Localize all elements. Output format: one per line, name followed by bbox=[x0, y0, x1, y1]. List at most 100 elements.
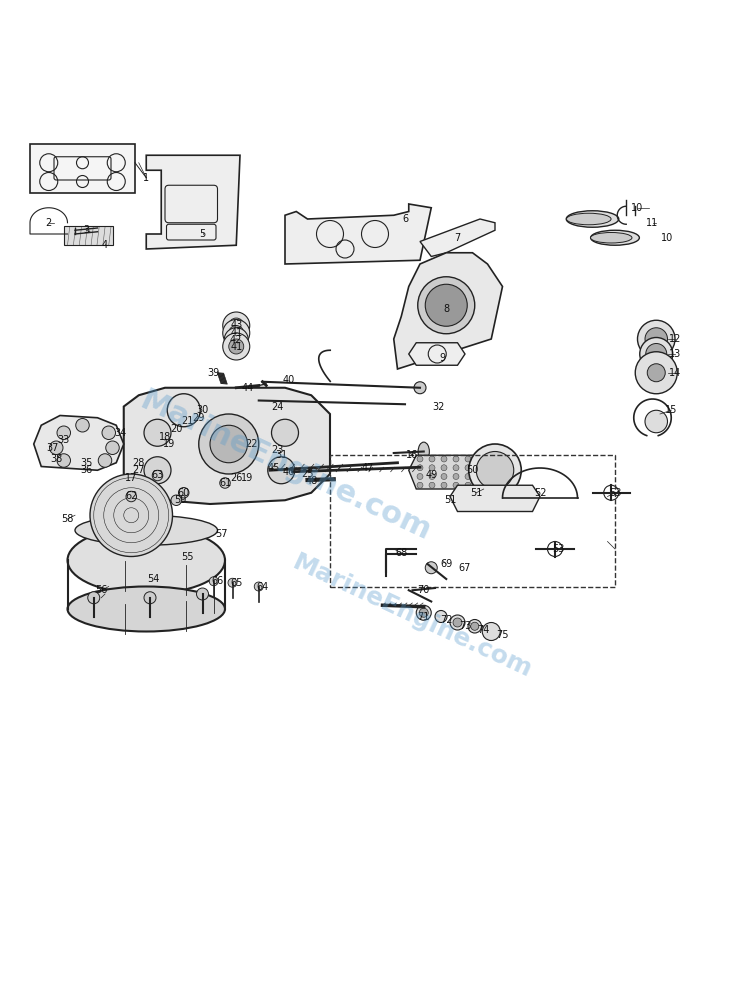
Circle shape bbox=[229, 318, 244, 333]
Circle shape bbox=[254, 582, 263, 591]
Circle shape bbox=[416, 605, 431, 620]
Text: 58: 58 bbox=[62, 514, 74, 524]
Circle shape bbox=[429, 465, 435, 471]
Text: 51: 51 bbox=[470, 488, 482, 498]
Text: 16: 16 bbox=[406, 451, 418, 461]
Circle shape bbox=[640, 338, 673, 371]
Circle shape bbox=[471, 622, 478, 630]
Text: 72: 72 bbox=[440, 615, 452, 625]
Text: 41: 41 bbox=[230, 328, 242, 338]
Polygon shape bbox=[30, 144, 135, 193]
Circle shape bbox=[57, 426, 70, 439]
Text: 2: 2 bbox=[46, 218, 52, 228]
Circle shape bbox=[477, 482, 483, 488]
Circle shape bbox=[468, 620, 482, 633]
Circle shape bbox=[210, 425, 248, 463]
Circle shape bbox=[50, 442, 63, 455]
Circle shape bbox=[106, 442, 119, 455]
Text: 32: 32 bbox=[433, 401, 445, 411]
Circle shape bbox=[419, 608, 428, 617]
Text: 19: 19 bbox=[163, 439, 175, 449]
Ellipse shape bbox=[566, 211, 619, 227]
Text: 75: 75 bbox=[496, 630, 508, 640]
Circle shape bbox=[199, 414, 259, 474]
Circle shape bbox=[126, 491, 136, 502]
Text: 70: 70 bbox=[418, 586, 430, 596]
Circle shape bbox=[477, 456, 483, 462]
Text: 7: 7 bbox=[454, 233, 460, 243]
Circle shape bbox=[144, 419, 171, 447]
Circle shape bbox=[635, 352, 677, 394]
Circle shape bbox=[646, 344, 667, 365]
Circle shape bbox=[144, 592, 156, 604]
Circle shape bbox=[268, 457, 295, 484]
Text: 36: 36 bbox=[80, 466, 92, 475]
Circle shape bbox=[477, 474, 483, 480]
Circle shape bbox=[441, 456, 447, 462]
Text: 11: 11 bbox=[646, 218, 658, 228]
Circle shape bbox=[453, 618, 462, 627]
Text: 10: 10 bbox=[662, 233, 674, 243]
Polygon shape bbox=[409, 456, 491, 489]
Polygon shape bbox=[124, 388, 330, 504]
Text: 4: 4 bbox=[102, 240, 108, 250]
Text: 41: 41 bbox=[230, 342, 242, 352]
Text: 54: 54 bbox=[148, 574, 160, 584]
Circle shape bbox=[272, 419, 298, 447]
Circle shape bbox=[647, 364, 665, 382]
Text: 13: 13 bbox=[669, 349, 681, 359]
Text: 3: 3 bbox=[83, 225, 89, 235]
Circle shape bbox=[425, 284, 467, 327]
Text: 5: 5 bbox=[200, 229, 206, 239]
Text: 61: 61 bbox=[219, 478, 231, 488]
Circle shape bbox=[441, 474, 447, 480]
Text: 31: 31 bbox=[275, 451, 287, 461]
Ellipse shape bbox=[418, 443, 429, 461]
Text: 43: 43 bbox=[230, 321, 242, 331]
Circle shape bbox=[465, 465, 471, 471]
Text: 14: 14 bbox=[669, 368, 681, 378]
Text: 63: 63 bbox=[152, 471, 164, 481]
Circle shape bbox=[441, 465, 447, 471]
Ellipse shape bbox=[68, 587, 225, 631]
Circle shape bbox=[425, 561, 437, 574]
Circle shape bbox=[482, 623, 500, 640]
Text: 46: 46 bbox=[283, 467, 295, 477]
Text: 38: 38 bbox=[50, 454, 62, 464]
Text: 30: 30 bbox=[196, 405, 208, 415]
Circle shape bbox=[441, 482, 447, 488]
Text: 55: 55 bbox=[182, 551, 194, 561]
Bar bbox=[330, 456, 615, 587]
Text: 34: 34 bbox=[114, 427, 126, 437]
Circle shape bbox=[435, 611, 447, 623]
Text: 25: 25 bbox=[302, 469, 313, 479]
Text: 49: 49 bbox=[425, 471, 437, 481]
Text: 23: 23 bbox=[272, 445, 284, 455]
Circle shape bbox=[450, 615, 465, 630]
Polygon shape bbox=[409, 343, 465, 365]
Text: 17: 17 bbox=[125, 473, 137, 483]
Text: 65: 65 bbox=[230, 578, 242, 588]
Text: 9: 9 bbox=[440, 353, 446, 363]
Circle shape bbox=[429, 474, 435, 480]
Circle shape bbox=[229, 339, 244, 354]
Text: 42: 42 bbox=[230, 335, 242, 345]
Circle shape bbox=[645, 410, 668, 432]
Circle shape bbox=[171, 495, 182, 505]
Circle shape bbox=[417, 474, 423, 480]
Polygon shape bbox=[394, 253, 502, 369]
Circle shape bbox=[196, 588, 208, 600]
Circle shape bbox=[465, 482, 471, 488]
Text: 22: 22 bbox=[245, 439, 257, 449]
Text: 28: 28 bbox=[133, 458, 145, 468]
Bar bbox=[64, 227, 112, 245]
Circle shape bbox=[417, 482, 423, 488]
Text: 24: 24 bbox=[272, 401, 284, 411]
Circle shape bbox=[88, 592, 100, 604]
Text: 40: 40 bbox=[283, 375, 295, 385]
Circle shape bbox=[76, 418, 89, 432]
Circle shape bbox=[228, 579, 237, 588]
Text: 1: 1 bbox=[143, 172, 149, 182]
Text: 47: 47 bbox=[362, 463, 374, 473]
Ellipse shape bbox=[566, 214, 611, 225]
